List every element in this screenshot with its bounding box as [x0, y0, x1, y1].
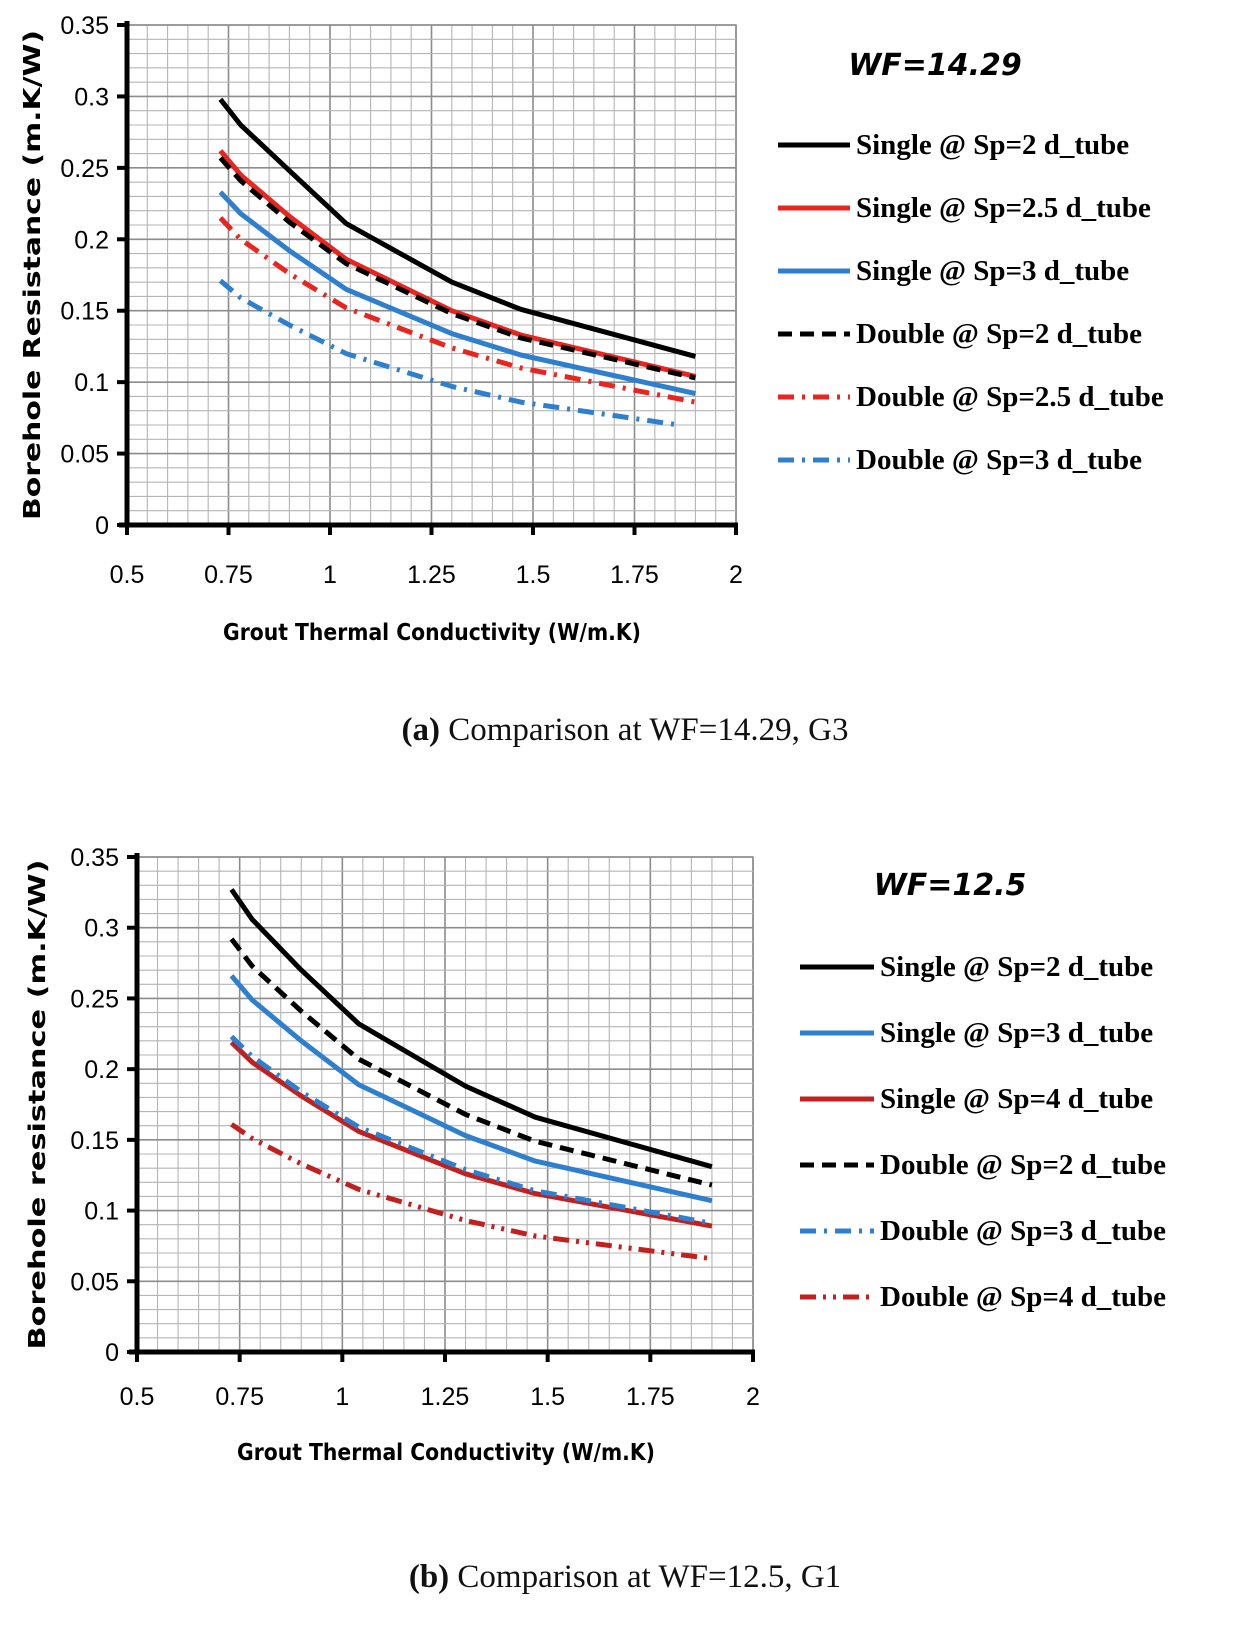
x-tick-label: 2	[746, 1383, 760, 1411]
x-axis-title: Grout Thermal Conductivity (W/m.K)	[223, 620, 641, 646]
y-tick-label: 0.15	[70, 1127, 119, 1155]
y-tick-label: 0.1	[84, 1198, 119, 1226]
chart-a: 0 0.05 0.1 0.15 0.2 0.25 0.3 0.35 0.5 0.75 1 1.25 1.…	[20, 12, 1164, 748]
x-axis-title: Grout Thermal Conductivity (W/m.K)	[237, 1440, 655, 1466]
series-line-3	[218, 190, 696, 397]
caption-label: (a)	[402, 712, 440, 748]
legend-label: Single @ Sp=2 d_tube	[856, 129, 1129, 161]
series-line-5	[218, 216, 696, 405]
series-line-1	[229, 888, 713, 1170]
legend-label: Single @ Sp=3 d_tube	[880, 1017, 1153, 1049]
x-tick-label: 1.25	[407, 561, 456, 589]
legend-label: Double @ Sp=2 d_tube	[880, 1149, 1166, 1181]
x-tick-label: 0.75	[204, 561, 253, 589]
chart-title: WF=14.29	[848, 48, 1022, 83]
legend-label: Single @ Sp=4 d_tube	[880, 1083, 1153, 1115]
legend-label: Double @ Sp=3 d_tube	[856, 444, 1142, 476]
series-line-3	[229, 1040, 713, 1229]
y-tick-label: 0.3	[84, 915, 119, 943]
y-tick-label: 0.25	[60, 155, 109, 183]
y-axis-title: Borehole resistance (m.K/W)	[25, 860, 51, 1350]
caption-label: (b)	[409, 1559, 449, 1595]
x-tick-label: 1	[323, 561, 337, 589]
x-tick-label: 0.5	[120, 1383, 155, 1411]
series-line-6	[218, 278, 680, 428]
y-tick-label: 0.2	[84, 1056, 119, 1084]
x-tick-label: 2	[729, 561, 743, 589]
x-tick-label: 1.5	[530, 1383, 565, 1411]
chart-b: 0 0.05 0.1 0.15 0.2 0.25 0.3 0.35 0.5 0.75 1 1.25 1.…	[25, 844, 1166, 1595]
y-tick-label: 0.05	[70, 1268, 119, 1296]
y-tick-label: 0.35	[70, 844, 119, 872]
y-tick-label: 0	[95, 512, 109, 540]
legend-label: Single @ Sp=2 d_tube	[880, 951, 1153, 983]
x-tick-label: 1.75	[626, 1383, 675, 1411]
legend-label: Double @ Sp=4 d_tube	[880, 1281, 1166, 1313]
series-line-4	[229, 937, 713, 1188]
chart-title: WF=12.5	[874, 868, 1027, 903]
legend-label: Double @ Sp=3 d_tube	[880, 1215, 1166, 1247]
x-tick-label: 1	[335, 1383, 349, 1411]
y-tick-label: 0.2	[74, 226, 109, 254]
x-tick-label: 0.75	[215, 1383, 264, 1411]
x-tick-label: 0.5	[110, 561, 145, 589]
legend-label: Double @ Sp=2 d_tube	[856, 318, 1142, 350]
legend-label: Double @ Sp=2.5 d_tube	[856, 381, 1164, 413]
legend-label: Single @ Sp=2.5 d_tube	[856, 192, 1151, 224]
caption-text: Comparison at WF=12.5, G1	[449, 1559, 841, 1595]
y-tick-label: 0.35	[60, 12, 109, 40]
y-tick-label: 0.3	[74, 83, 109, 111]
y-axis-title: Borehole Resistance (m.K/W)	[20, 30, 46, 520]
x-tick-label: 1.75	[610, 561, 659, 589]
series-line-6	[230, 1122, 713, 1262]
figure-caption: (b) Comparison at WF=12.5, G1	[409, 1559, 841, 1595]
x-tick-label: 1.25	[421, 1383, 470, 1411]
series-line-1	[218, 97, 697, 359]
legend-label: Single @ Sp=3 d_tube	[856, 255, 1129, 287]
y-tick-label: 0.1	[74, 369, 109, 397]
y-tick-label: 0	[105, 1339, 119, 1367]
y-tick-label: 0.25	[70, 985, 119, 1013]
x-tick-label: 1.5	[516, 561, 551, 589]
series-line-4	[218, 156, 696, 381]
figure-caption: (a) Comparison at WF=14.29, G3	[402, 712, 849, 748]
series-line-2	[229, 974, 713, 1204]
series-line-2	[218, 149, 696, 379]
y-tick-label: 0.05	[60, 441, 109, 469]
caption-text: Comparison at WF=14.29, G3	[440, 712, 849, 748]
y-tick-label: 0.15	[60, 298, 109, 326]
